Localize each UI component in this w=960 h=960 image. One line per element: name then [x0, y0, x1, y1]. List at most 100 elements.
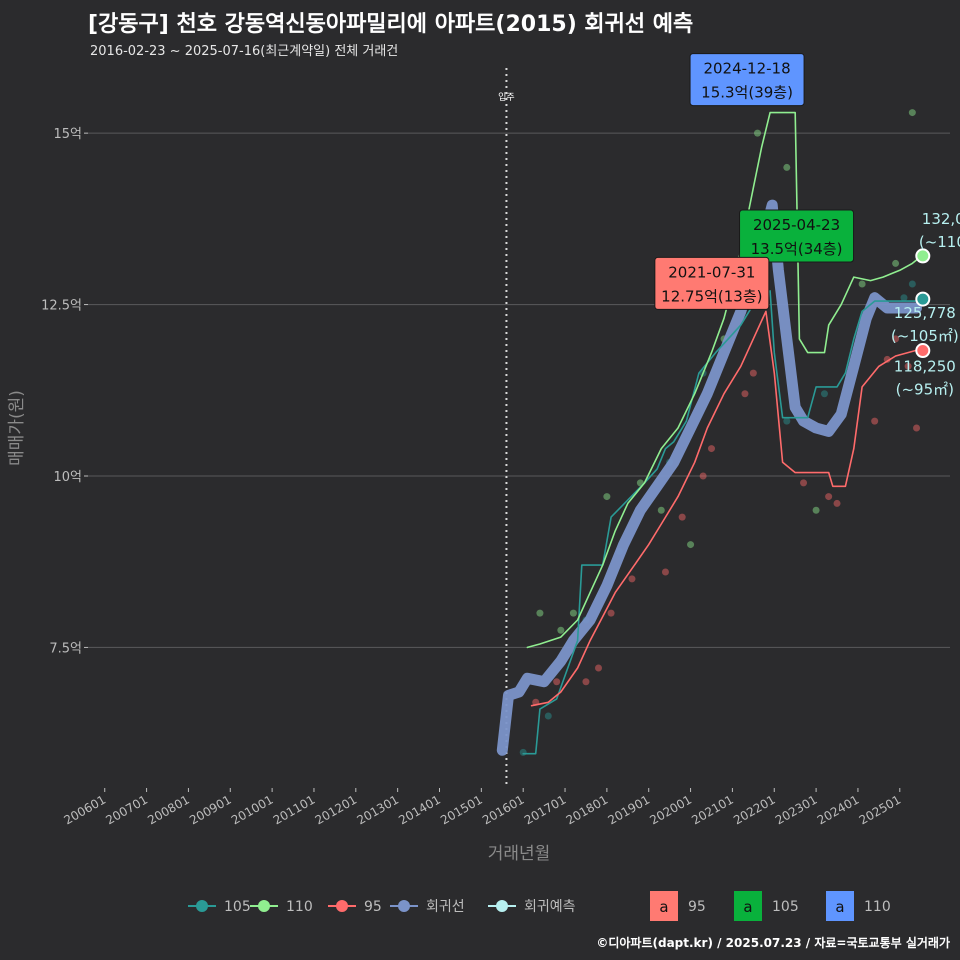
x-tick-label: 200901	[187, 792, 234, 827]
legend-glyph: a	[835, 898, 844, 916]
legend-swatch	[734, 891, 762, 921]
point-110	[754, 129, 762, 137]
legend-dot	[258, 900, 270, 912]
legend-box-label: 110	[864, 899, 891, 915]
legend-item: 회귀예측	[488, 899, 576, 915]
point-110	[892, 259, 900, 267]
prediction-area: (~105㎡)	[891, 327, 959, 345]
legend: 105 110 95 회귀선 회귀예측 a 95 a 105 a 110	[188, 891, 891, 921]
point-110	[603, 493, 611, 501]
point-110	[536, 609, 544, 617]
x-tick-label: 202501	[857, 792, 904, 827]
legend-box-item: a 105	[734, 891, 799, 921]
transaction-points	[519, 109, 921, 756]
prediction-value: 118,250	[894, 358, 956, 376]
y-tick-label: 10억	[53, 470, 82, 485]
series-line-95	[530, 310, 922, 707]
y-tick-label: 15억	[53, 127, 82, 142]
annotation-box: 2021-07-31 12.75억(13층)	[654, 256, 770, 310]
prediction-value: 132,083	[922, 210, 960, 228]
prediction-area: (~110㎡)	[919, 233, 960, 251]
series-line-110	[526, 111, 922, 649]
point-95	[707, 445, 715, 453]
annotations: 2024-12-18 15.3억(39층) 2025-04-23 13.5억(34층)…	[654, 53, 855, 310]
point-110	[783, 163, 791, 171]
annotation-bg	[654, 256, 770, 310]
point-95	[607, 609, 615, 617]
point-95	[628, 575, 636, 583]
legend-swatch	[826, 891, 854, 921]
legend-box-label: 95	[688, 899, 706, 915]
point-110	[908, 109, 916, 117]
point-95	[871, 417, 879, 425]
annotation-date: 2024-12-18	[703, 60, 790, 78]
annotation-box: 2024-12-18 15.3억(39층)	[689, 53, 805, 107]
legend-dot	[496, 900, 508, 912]
legend-label: 회귀예측	[524, 899, 576, 915]
point-105	[908, 280, 916, 288]
y-tick-label: 7.5억	[49, 641, 82, 656]
annotation-price: 12.75억(13층)	[661, 287, 762, 305]
prediction-point-105	[915, 291, 931, 307]
x-tick-label: 201701	[522, 792, 569, 827]
point-95	[833, 499, 841, 507]
x-tick-label: 201801	[564, 792, 611, 827]
x-axis-ticks: 2006012007012008012009012010012011012012…	[62, 788, 904, 828]
point-95	[678, 513, 686, 521]
x-tick-label: 202001	[647, 792, 694, 827]
point-95	[883, 355, 891, 363]
y-axis-title: 매매가(원)	[7, 390, 27, 466]
point-95	[553, 678, 561, 686]
x-tick-label: 200701	[103, 792, 150, 827]
legend-dot	[336, 900, 348, 912]
x-tick-label: 201101	[271, 792, 318, 827]
point-95	[892, 335, 900, 343]
footer-credit: ©디아파트(dapt.kr) / 2025.07.23 / 자료=국토교통부 실…	[596, 936, 950, 950]
annotation-box: 2025-04-23 13.5억(34층)	[739, 209, 855, 263]
series-lines	[496, 111, 922, 756]
legend-dot	[196, 900, 208, 912]
prediction-value: 125,778	[894, 304, 956, 322]
point-110	[569, 609, 577, 617]
point-105	[783, 417, 791, 425]
legend-label: 110	[286, 899, 313, 915]
point-95	[741, 390, 749, 398]
x-tick-label: 202101	[689, 792, 736, 827]
point-110	[657, 506, 665, 514]
legend-glyph: a	[659, 898, 668, 916]
gridlines	[88, 132, 950, 648]
legend-label: 95	[364, 899, 382, 915]
annotation-bg	[739, 209, 855, 263]
x-tick-label: 201001	[229, 792, 276, 827]
x-tick-label: 201201	[313, 792, 360, 827]
legend-box-item: a 110	[826, 891, 891, 921]
prediction-points: 132,083 (~110㎡) 125,778 (~105㎡) 118,250 (~95㎡…	[891, 210, 960, 399]
prediction-point-95	[915, 343, 931, 359]
move-in-label: 입주	[498, 91, 515, 103]
legend-label: 회귀선	[426, 899, 465, 915]
point-95	[913, 424, 921, 432]
point-95	[904, 362, 912, 370]
annotation-bg	[689, 53, 805, 107]
move-in-marker: 입주	[498, 68, 515, 788]
legend-item: 105	[188, 899, 251, 915]
point-110	[557, 626, 565, 634]
legend-glyph: a	[743, 898, 752, 916]
legend-item: 95	[328, 899, 382, 915]
point-95	[825, 493, 833, 501]
x-tick-label: 201901	[606, 792, 653, 827]
point-95	[595, 664, 603, 672]
point-95	[582, 678, 590, 686]
prediction-point-110	[915, 248, 931, 264]
legend-item: 110	[250, 899, 313, 915]
chart-subtitle: 2016-02-23 ~ 2025-07-16(최근계약일) 전체 거래건	[90, 44, 399, 59]
point-95	[800, 479, 808, 487]
point-110	[687, 541, 695, 549]
point-110	[858, 280, 866, 288]
annotation-date: 2025-04-23	[753, 216, 840, 234]
point-95	[749, 369, 757, 377]
chart-title: [강동구] 천호 강동역신동아파밀리에 아파트(2015) 회귀선 예측	[88, 12, 694, 37]
x-tick-label: 201501	[438, 792, 485, 827]
annotation-date: 2021-07-31	[668, 263, 755, 281]
